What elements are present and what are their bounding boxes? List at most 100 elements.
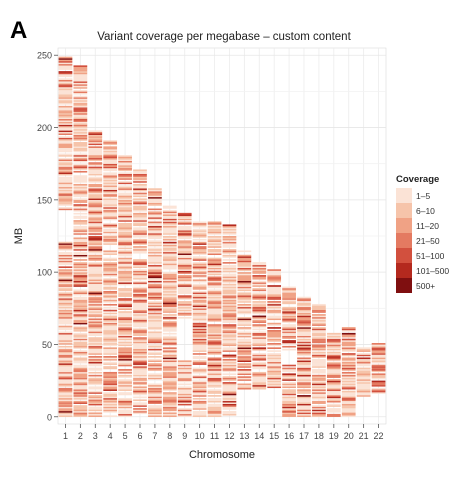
- heatmap-cell: [326, 348, 341, 351]
- heatmap-cell: [88, 188, 103, 190]
- heatmap-cell: [58, 114, 73, 117]
- heatmap-cell: [192, 415, 207, 417]
- heatmap-cell: [326, 338, 341, 341]
- heatmap-cell: [237, 348, 252, 351]
- heatmap-cell: [73, 110, 88, 112]
- heatmap-cell: [118, 225, 132, 228]
- heatmap-cell: [73, 351, 88, 354]
- heatmap-cell: [192, 292, 207, 295]
- heatmap-cell: [73, 247, 88, 250]
- heatmap-cell: [252, 364, 267, 367]
- heatmap-cell: [118, 222, 132, 225]
- heatmap-cell: [148, 377, 162, 380]
- heatmap-cell: [58, 354, 73, 357]
- heatmap-cell: [73, 107, 88, 109]
- heatmap-cell: [133, 374, 147, 377]
- heatmap-cell: [148, 233, 162, 235]
- heatmap-cell: [133, 286, 147, 289]
- heatmap-cell: [148, 286, 162, 289]
- heatmap-cell: [88, 337, 103, 339]
- heatmap-cell: [267, 332, 282, 335]
- heatmap-cell: [148, 341, 162, 344]
- heatmap-cell: [118, 156, 132, 159]
- heatmap-cell: [267, 347, 282, 349]
- heatmap-cell: [88, 172, 103, 175]
- heatmap-cell: [133, 189, 147, 192]
- heatmap-cell: [192, 389, 207, 391]
- heatmap-cell: [207, 303, 222, 306]
- heatmap-cell: [103, 140, 118, 143]
- heatmap-cell: [207, 376, 222, 378]
- heatmap-cell: [58, 303, 73, 306]
- heatmap-cell: [118, 205, 132, 208]
- heatmap-cell: [58, 371, 73, 374]
- heatmap-cell: [148, 236, 162, 238]
- heatmap-cell: [252, 354, 267, 357]
- heatmap-cell: [222, 306, 237, 309]
- heatmap-cell: [73, 347, 88, 349]
- heatmap-cell: [103, 185, 118, 188]
- heatmap-cell: [282, 332, 296, 335]
- heatmap-cell: [237, 316, 252, 319]
- heatmap-cell: [177, 240, 192, 242]
- heatmap-cell: [133, 347, 147, 349]
- heatmap-cell: [58, 327, 73, 329]
- heatmap-cell: [133, 170, 147, 173]
- heatmap-cell: [103, 195, 118, 198]
- heatmap-cell: [73, 134, 88, 137]
- heatmap-cell: [133, 283, 147, 286]
- heatmap-cell: [162, 279, 177, 282]
- heatmap-cell: [267, 380, 282, 383]
- heatmap-cell: [118, 178, 132, 180]
- heatmap-cell: [58, 301, 73, 303]
- heatmap-cell: [118, 322, 132, 325]
- heatmap-cell: [192, 295, 207, 297]
- heatmap-cell: [222, 386, 237, 389]
- heatmap-cell: [103, 214, 118, 216]
- heatmap-cell: [192, 246, 207, 248]
- heatmap-cell: [312, 324, 326, 326]
- heatmap-cell: [88, 194, 103, 196]
- heatmap-cell: [237, 376, 252, 378]
- heatmap-cell: [237, 262, 252, 264]
- heatmap-cell: [133, 354, 147, 357]
- heatmap-cell: [192, 279, 207, 282]
- heatmap-cell: [207, 305, 222, 308]
- heatmap-cell: [222, 303, 237, 306]
- heatmap-cell: [73, 321, 88, 323]
- heatmap-cell: [192, 341, 207, 344]
- heatmap-cell: [103, 337, 118, 339]
- heatmap-cell: [267, 316, 282, 319]
- heatmap-cell: [297, 400, 311, 403]
- heatmap-cell: [88, 263, 103, 266]
- heatmap-cell: [267, 306, 282, 309]
- heatmap-cell: [312, 366, 326, 368]
- heatmap-cell: [207, 228, 222, 231]
- heatmap-cell: [162, 396, 177, 399]
- heatmap-cell: [148, 374, 162, 377]
- heatmap-cell: [58, 321, 73, 323]
- heatmap-cell: [73, 104, 88, 107]
- heatmap-cell: [326, 382, 341, 384]
- heatmap-cell: [192, 328, 207, 331]
- heatmap-cell: [267, 302, 282, 305]
- heatmap-cell: [88, 350, 103, 352]
- heatmap-cell: [282, 379, 296, 381]
- heatmap-cell: [73, 350, 88, 352]
- heatmap-cell: [282, 345, 296, 348]
- heatmap-cell: [252, 308, 267, 310]
- y-tick-label: 200: [37, 123, 52, 133]
- heatmap-cell: [88, 314, 103, 316]
- heatmap-cell: [73, 175, 88, 177]
- heatmap-cell: [118, 168, 132, 170]
- heatmap-cell: [326, 358, 341, 361]
- heatmap-cell: [103, 340, 118, 342]
- heatmap-cell: [222, 290, 237, 293]
- heatmap-cell: [162, 386, 177, 389]
- heatmap-cell: [267, 386, 282, 389]
- heatmap-cell: [297, 303, 311, 306]
- heatmap-cell: [88, 251, 103, 254]
- heatmap-cell: [237, 350, 252, 352]
- heatmap-cell: [103, 169, 118, 172]
- heatmap-cell: [162, 328, 177, 331]
